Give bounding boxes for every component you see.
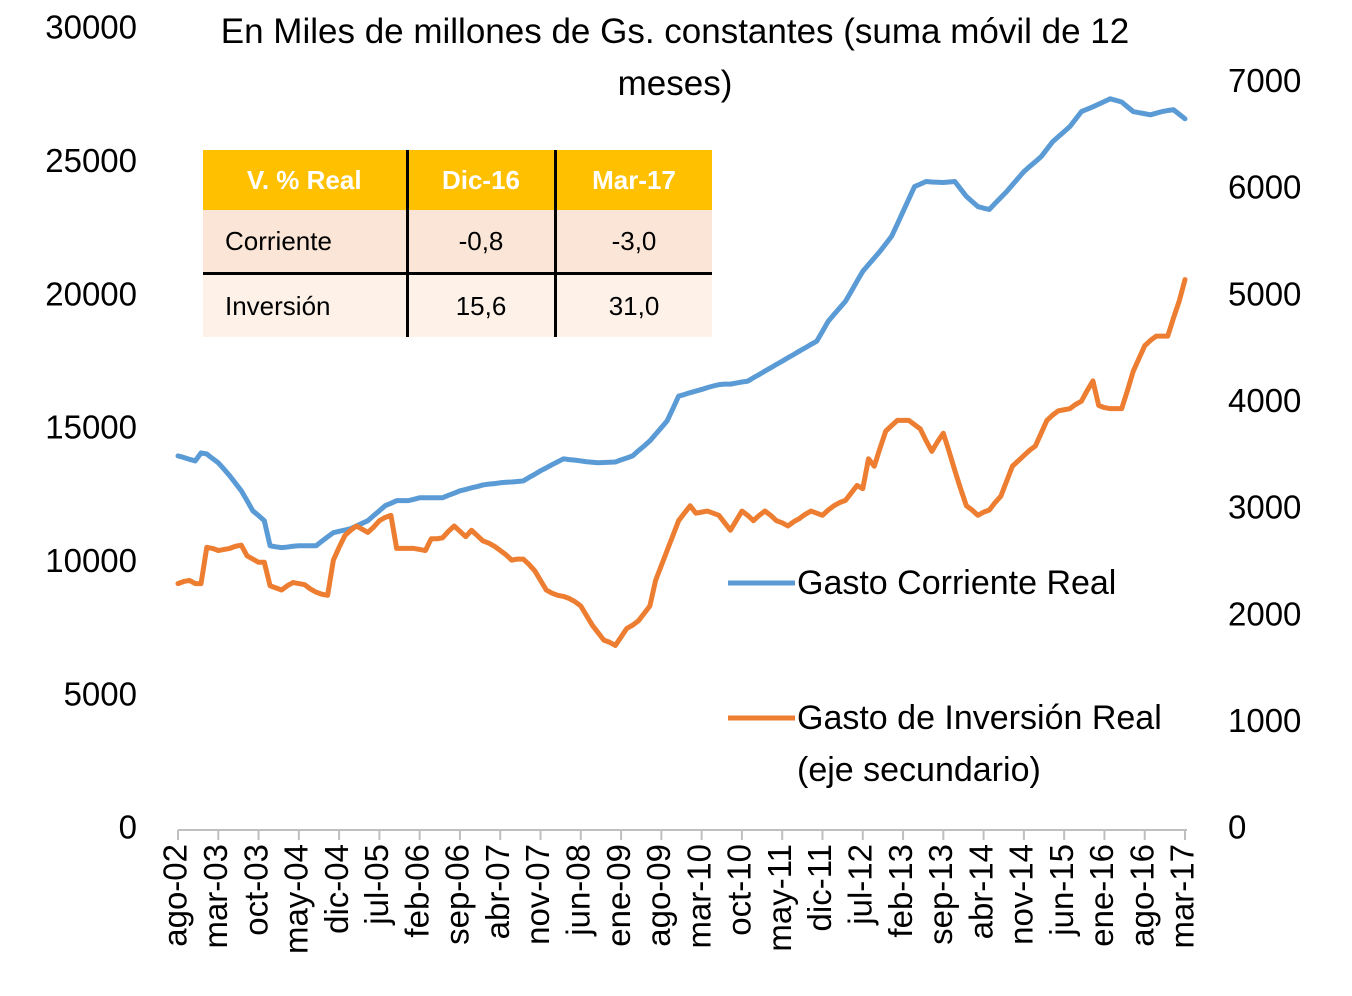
y2-tick-label: 2000 [1228, 595, 1301, 632]
x-tick-label: feb-13 [882, 844, 919, 938]
y-tick-label: 15000 [45, 409, 137, 446]
x-tick-label: oct-10 [721, 844, 758, 936]
x-tick-label: sep-13 [922, 844, 959, 945]
y-tick-label: 10000 [45, 542, 137, 579]
table-cell: -0,8 [405, 210, 555, 275]
x-tick-label: ene-16 [1083, 844, 1120, 947]
x-tick-label: nov-07 [519, 844, 556, 945]
table-cell: 31,0 [553, 273, 712, 337]
x-tick-label: mar-03 [197, 844, 234, 949]
x-tick-label: may-04 [278, 844, 315, 954]
y2-tick-label: 1000 [1228, 702, 1301, 739]
y-tick-label: 0 [119, 809, 137, 846]
x-tick-label: jun-08 [560, 844, 597, 937]
table-row: Corriente -0,8 -3,0 [203, 210, 712, 275]
x-tick-label: dic-11 [801, 844, 838, 931]
x-tick-label: may-11 [761, 844, 798, 952]
y-tick-label: 20000 [45, 275, 137, 312]
x-tick-label: jul-12 [841, 844, 878, 926]
y2-tick-label: 0 [1228, 809, 1246, 846]
x-tick-label: jul-05 [358, 844, 395, 926]
x-tick-label: ago-09 [640, 844, 677, 947]
x-tick-label: nov-14 [1003, 844, 1040, 945]
table-header: V. % Real Dic-16 Mar-17 [203, 150, 712, 210]
legend-label: Gasto Corriente Real [797, 564, 1117, 602]
y-tick-label: 30000 [45, 9, 137, 46]
x-tick-label: oct-03 [237, 844, 274, 936]
table-cell: Inversión [203, 273, 407, 337]
table-cell: -3,0 [553, 210, 712, 275]
series-line [175, 277, 1188, 648]
x-tick-label: jun-15 [1043, 844, 1080, 937]
y-tick-label: 5000 [64, 675, 137, 712]
y2-tick-label: 3000 [1228, 489, 1301, 526]
series-line [175, 96, 1188, 551]
x-tick-label: ene-09 [600, 844, 637, 947]
x-tick-label: ago-02 [157, 844, 194, 947]
table-cell: Corriente [203, 210, 407, 275]
y2-tick-label: 6000 [1228, 169, 1301, 206]
table-header-cell: Mar-17 [553, 150, 712, 210]
x-tick-label: feb-06 [398, 844, 435, 938]
y2-tick-label: 4000 [1228, 382, 1301, 419]
x-tick-label: sep-06 [439, 844, 476, 945]
y2-tick-label: 7000 [1228, 62, 1301, 99]
chart-title: En Miles de millones de Gs. constantes (… [220, 12, 1130, 103]
x-tick-label: abr-07 [479, 844, 516, 939]
table-header-cell: V. % Real [203, 150, 407, 210]
x-tick-label: abr-14 [962, 844, 999, 939]
table-header-cell: Dic-16 [405, 150, 555, 210]
y2-tick-label: 5000 [1228, 275, 1301, 312]
table-cell: 15,6 [405, 273, 555, 337]
x-tick-label: dic-04 [318, 844, 355, 934]
legend-label: Gasto de Inversión Real (eje secundario) [797, 699, 1162, 789]
x-tick-label: mar-17 [1164, 844, 1201, 949]
y-tick-label: 25000 [45, 142, 137, 179]
x-tick-label: ago-16 [1123, 844, 1160, 947]
x-tick-label: mar-10 [680, 844, 717, 949]
table-row: Inversión 15,6 31,0 [203, 273, 712, 337]
summary-table: V. % Real Dic-16 Mar-17 Corriente -0,8 -… [203, 150, 712, 337]
